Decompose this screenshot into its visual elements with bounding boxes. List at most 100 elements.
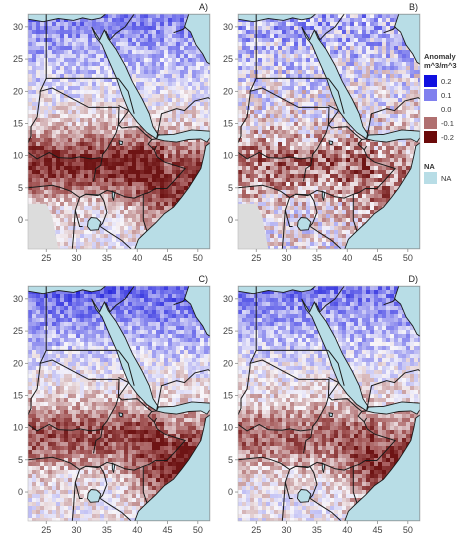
map-area	[238, 14, 420, 249]
lat-tick-label: 30	[223, 294, 233, 304]
country-borders	[238, 14, 420, 249]
lon-tick-label: 25	[41, 525, 51, 535]
legend-entry-label: 0.2	[441, 76, 452, 86]
country-borders	[238, 286, 420, 521]
indian-ocean	[134, 414, 210, 521]
country-borders	[28, 14, 210, 249]
lat-tick-label: 0	[228, 215, 233, 225]
lat-tick-label: 25	[223, 326, 233, 336]
legend-entry-pos-01: 0.1	[424, 88, 474, 102]
indian-ocean	[344, 142, 420, 249]
no-data-area	[238, 203, 269, 249]
lat-tick-label: 25	[223, 54, 233, 64]
lat-tick-label: 5	[228, 455, 233, 465]
lon-tick-label: 50	[403, 525, 413, 535]
panel-letter: A)	[199, 2, 208, 12]
legend: Anomaly m^3/m^3 0.2 0.1 0.0 -0.1 -0.2 NA…	[424, 52, 474, 185]
indian-ocean	[134, 142, 210, 249]
lon-tick-label: 35	[312, 525, 322, 535]
lon-tick-label: 30	[282, 525, 292, 535]
lon-tick-label: 30	[282, 253, 292, 263]
lon-tick-label: 40	[342, 525, 352, 535]
lat-tick-label: 15	[13, 390, 23, 400]
map-area	[238, 286, 420, 521]
panel-letter: B)	[409, 2, 418, 12]
legend-swatch	[424, 103, 437, 115]
legend-na-label: NA	[441, 173, 452, 183]
red-sea	[301, 298, 369, 412]
lon-tick-label: 40	[342, 253, 352, 263]
persian-gulf	[393, 286, 420, 337]
no-data-area	[28, 203, 59, 249]
med-sea	[28, 286, 107, 295]
legend-entry-label: -0.2	[441, 132, 454, 142]
legend-entry-label: 0.1	[441, 90, 452, 100]
legend-swatch	[424, 117, 437, 129]
lon-tick-label: 35	[102, 253, 112, 263]
legend-swatch-na	[424, 172, 437, 184]
legend-entry-zero: 0.0	[424, 102, 474, 116]
legend-na-title: NA	[424, 162, 435, 171]
panel-letter: C)	[199, 274, 209, 284]
lat-tick-label: 20	[223, 358, 233, 368]
lon-tick-label: 40	[132, 525, 142, 535]
lat-tick-label: 15	[13, 118, 23, 128]
persian-gulf	[183, 286, 210, 337]
lon-tick-label: 50	[403, 253, 413, 263]
lat-tick-label: 10	[13, 423, 23, 433]
lat-tick-label: 15	[223, 390, 233, 400]
map-area	[28, 286, 210, 521]
persian-gulf	[393, 14, 420, 65]
lon-tick-label: 45	[163, 253, 173, 263]
legend-entry-label: 0.0	[441, 104, 452, 114]
gulf-of-aden	[155, 129, 210, 143]
lat-tick-label: 5	[18, 183, 23, 193]
map-area	[28, 14, 210, 249]
lat-tick-label: 20	[13, 86, 23, 96]
legend-title-line1: Anomaly	[424, 52, 456, 61]
lat-tick-label: 25	[13, 326, 23, 336]
legend-entry-na: NA	[424, 171, 474, 185]
persian-gulf	[183, 14, 210, 65]
lon-tick-label: 50	[193, 253, 203, 263]
lat-tick-label: 30	[13, 294, 23, 304]
legend-swatch	[424, 131, 437, 143]
lat-tick-label: 5	[18, 455, 23, 465]
med-sea	[238, 14, 317, 23]
gulf-of-aden	[365, 129, 420, 143]
lon-tick-label: 45	[373, 525, 383, 535]
lon-tick-label: 45	[373, 253, 383, 263]
lat-tick-label: 10	[223, 151, 233, 161]
med-sea	[28, 14, 107, 23]
plot-frame	[27, 285, 211, 522]
lat-tick-label: 10	[223, 423, 233, 433]
legend-title-line2: m^3/m^3	[424, 61, 457, 70]
lon-tick-label: 25	[41, 253, 51, 263]
lat-tick-label: 10	[13, 151, 23, 161]
lon-tick-label: 40	[132, 253, 142, 263]
plot-frame	[27, 13, 211, 250]
lat-tick-label: 0	[18, 215, 23, 225]
lake-tana	[118, 412, 124, 418]
gulf-of-aden	[365, 401, 420, 415]
country-borders	[28, 286, 210, 521]
lake-tana	[118, 140, 124, 146]
plot-frame	[237, 285, 421, 522]
lat-tick-label: 20	[223, 86, 233, 96]
lat-tick-label: 15	[223, 118, 233, 128]
plot-frame	[237, 13, 421, 250]
anomaly-raster	[28, 14, 210, 249]
lon-tick-label: 25	[251, 525, 261, 535]
lon-tick-label: 35	[102, 525, 112, 535]
lat-tick-label: 30	[223, 22, 233, 32]
lat-tick-label: 0	[228, 487, 233, 497]
lat-tick-label: 25	[13, 54, 23, 64]
lon-tick-label: 35	[312, 253, 322, 263]
lake-tana	[328, 412, 334, 418]
lon-tick-label: 50	[193, 525, 203, 535]
lat-tick-label: 30	[13, 22, 23, 32]
